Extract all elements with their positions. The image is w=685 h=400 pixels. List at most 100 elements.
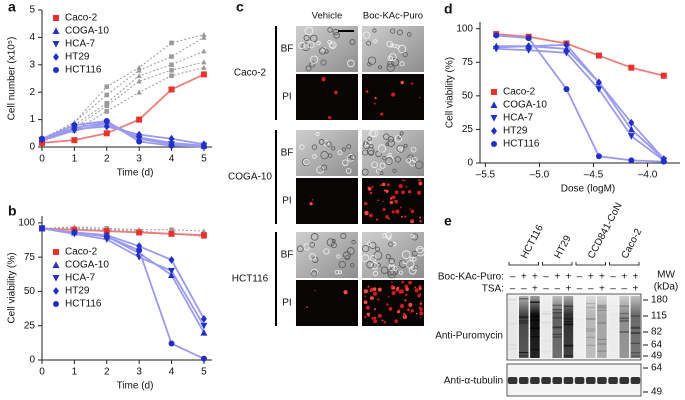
band bbox=[619, 331, 630, 333]
cell bbox=[367, 62, 372, 67]
band bbox=[530, 349, 540, 351]
tubulin-band bbox=[585, 377, 596, 384]
pi-signal bbox=[398, 308, 400, 311]
cell bbox=[366, 40, 372, 46]
mw-label: 82 bbox=[651, 327, 663, 338]
y-tick-label: 0 bbox=[29, 355, 35, 366]
marker bbox=[201, 228, 207, 234]
band bbox=[619, 319, 630, 322]
lane-smear bbox=[530, 296, 540, 358]
marker bbox=[136, 89, 142, 95]
pi-signal bbox=[364, 210, 369, 216]
legend-label: HCT116 bbox=[503, 139, 540, 150]
cell bbox=[389, 261, 395, 267]
band bbox=[585, 328, 596, 330]
band bbox=[563, 344, 574, 346]
marker bbox=[168, 134, 175, 143]
pi-signal bbox=[419, 311, 424, 316]
band bbox=[518, 351, 529, 354]
band bbox=[630, 315, 641, 317]
band bbox=[575, 319, 585, 320]
blot-membrane bbox=[506, 363, 642, 397]
marker bbox=[200, 355, 207, 362]
band bbox=[508, 323, 518, 324]
cell bbox=[385, 142, 390, 147]
cell bbox=[362, 244, 370, 253]
marker bbox=[595, 153, 602, 160]
cell bbox=[367, 56, 377, 65]
pi-signal bbox=[321, 77, 326, 82]
band bbox=[597, 338, 607, 340]
cell bbox=[387, 153, 392, 157]
pi-signal bbox=[367, 186, 369, 188]
marker bbox=[201, 31, 207, 37]
cell bbox=[345, 168, 352, 174]
treatment-sign: – bbox=[588, 284, 594, 295]
marker bbox=[628, 118, 635, 127]
tubulin-band bbox=[518, 377, 529, 384]
cell bbox=[375, 246, 380, 252]
cell bbox=[311, 270, 318, 277]
pi-signal bbox=[401, 215, 404, 218]
y-axis-label: Cell number (x10⁵) bbox=[7, 37, 18, 121]
legend-marker bbox=[490, 101, 498, 108]
cell bbox=[368, 129, 377, 138]
cell bbox=[327, 153, 333, 158]
band bbox=[508, 348, 518, 349]
pi-signal bbox=[374, 97, 377, 100]
band bbox=[518, 352, 529, 354]
cell bbox=[326, 141, 332, 147]
pi-signal bbox=[396, 310, 401, 314]
band bbox=[575, 307, 585, 308]
marker bbox=[660, 72, 667, 79]
legend-marker bbox=[52, 27, 60, 34]
legend-label: HCT116 bbox=[65, 65, 102, 76]
marker bbox=[136, 130, 143, 139]
legend-marker bbox=[53, 53, 59, 61]
band bbox=[508, 345, 518, 346]
cell bbox=[310, 233, 319, 241]
treatment-sign: + bbox=[565, 272, 571, 283]
band bbox=[619, 331, 630, 333]
pi-signal bbox=[306, 306, 308, 308]
cell bbox=[305, 65, 312, 72]
cell bbox=[350, 263, 355, 268]
treatment-sign: – bbox=[610, 272, 616, 283]
legend-label: HCA-7 bbox=[65, 273, 95, 284]
cell bbox=[301, 42, 311, 52]
pi-signal bbox=[401, 179, 404, 182]
treatment-sign: – bbox=[577, 284, 583, 295]
series-line bbox=[41, 227, 205, 327]
cell bbox=[320, 59, 327, 66]
lane-label: CCD841-CoN bbox=[586, 201, 625, 261]
pi-signal bbox=[383, 189, 386, 192]
legend-label: Caco-2 bbox=[65, 13, 98, 24]
x-tick-label: –4.5 bbox=[584, 170, 604, 181]
cell bbox=[391, 58, 400, 67]
tubulin-band bbox=[530, 377, 540, 384]
pi-signal bbox=[404, 284, 407, 287]
band bbox=[585, 306, 596, 309]
mw-label: 49 bbox=[651, 387, 663, 398]
treatment-sign: – bbox=[621, 284, 627, 295]
legend-label: HT29 bbox=[65, 52, 90, 63]
band bbox=[597, 343, 607, 345]
cell bbox=[382, 156, 387, 161]
marker bbox=[168, 255, 175, 264]
legend-marker bbox=[491, 89, 497, 95]
cell bbox=[308, 253, 317, 261]
pi-signal bbox=[414, 288, 419, 293]
band bbox=[585, 318, 596, 320]
band bbox=[563, 323, 574, 325]
tubulin-band bbox=[608, 377, 618, 384]
pi-signal bbox=[363, 201, 368, 206]
lane-smear bbox=[585, 296, 596, 358]
pi-signal bbox=[363, 300, 368, 305]
band bbox=[597, 350, 607, 352]
x-tick-label: 3 bbox=[136, 367, 142, 378]
pi-signal bbox=[417, 178, 421, 182]
marker bbox=[201, 59, 207, 65]
micrograph-bf bbox=[296, 232, 358, 278]
pi-signal bbox=[394, 199, 398, 204]
cell bbox=[416, 245, 424, 254]
